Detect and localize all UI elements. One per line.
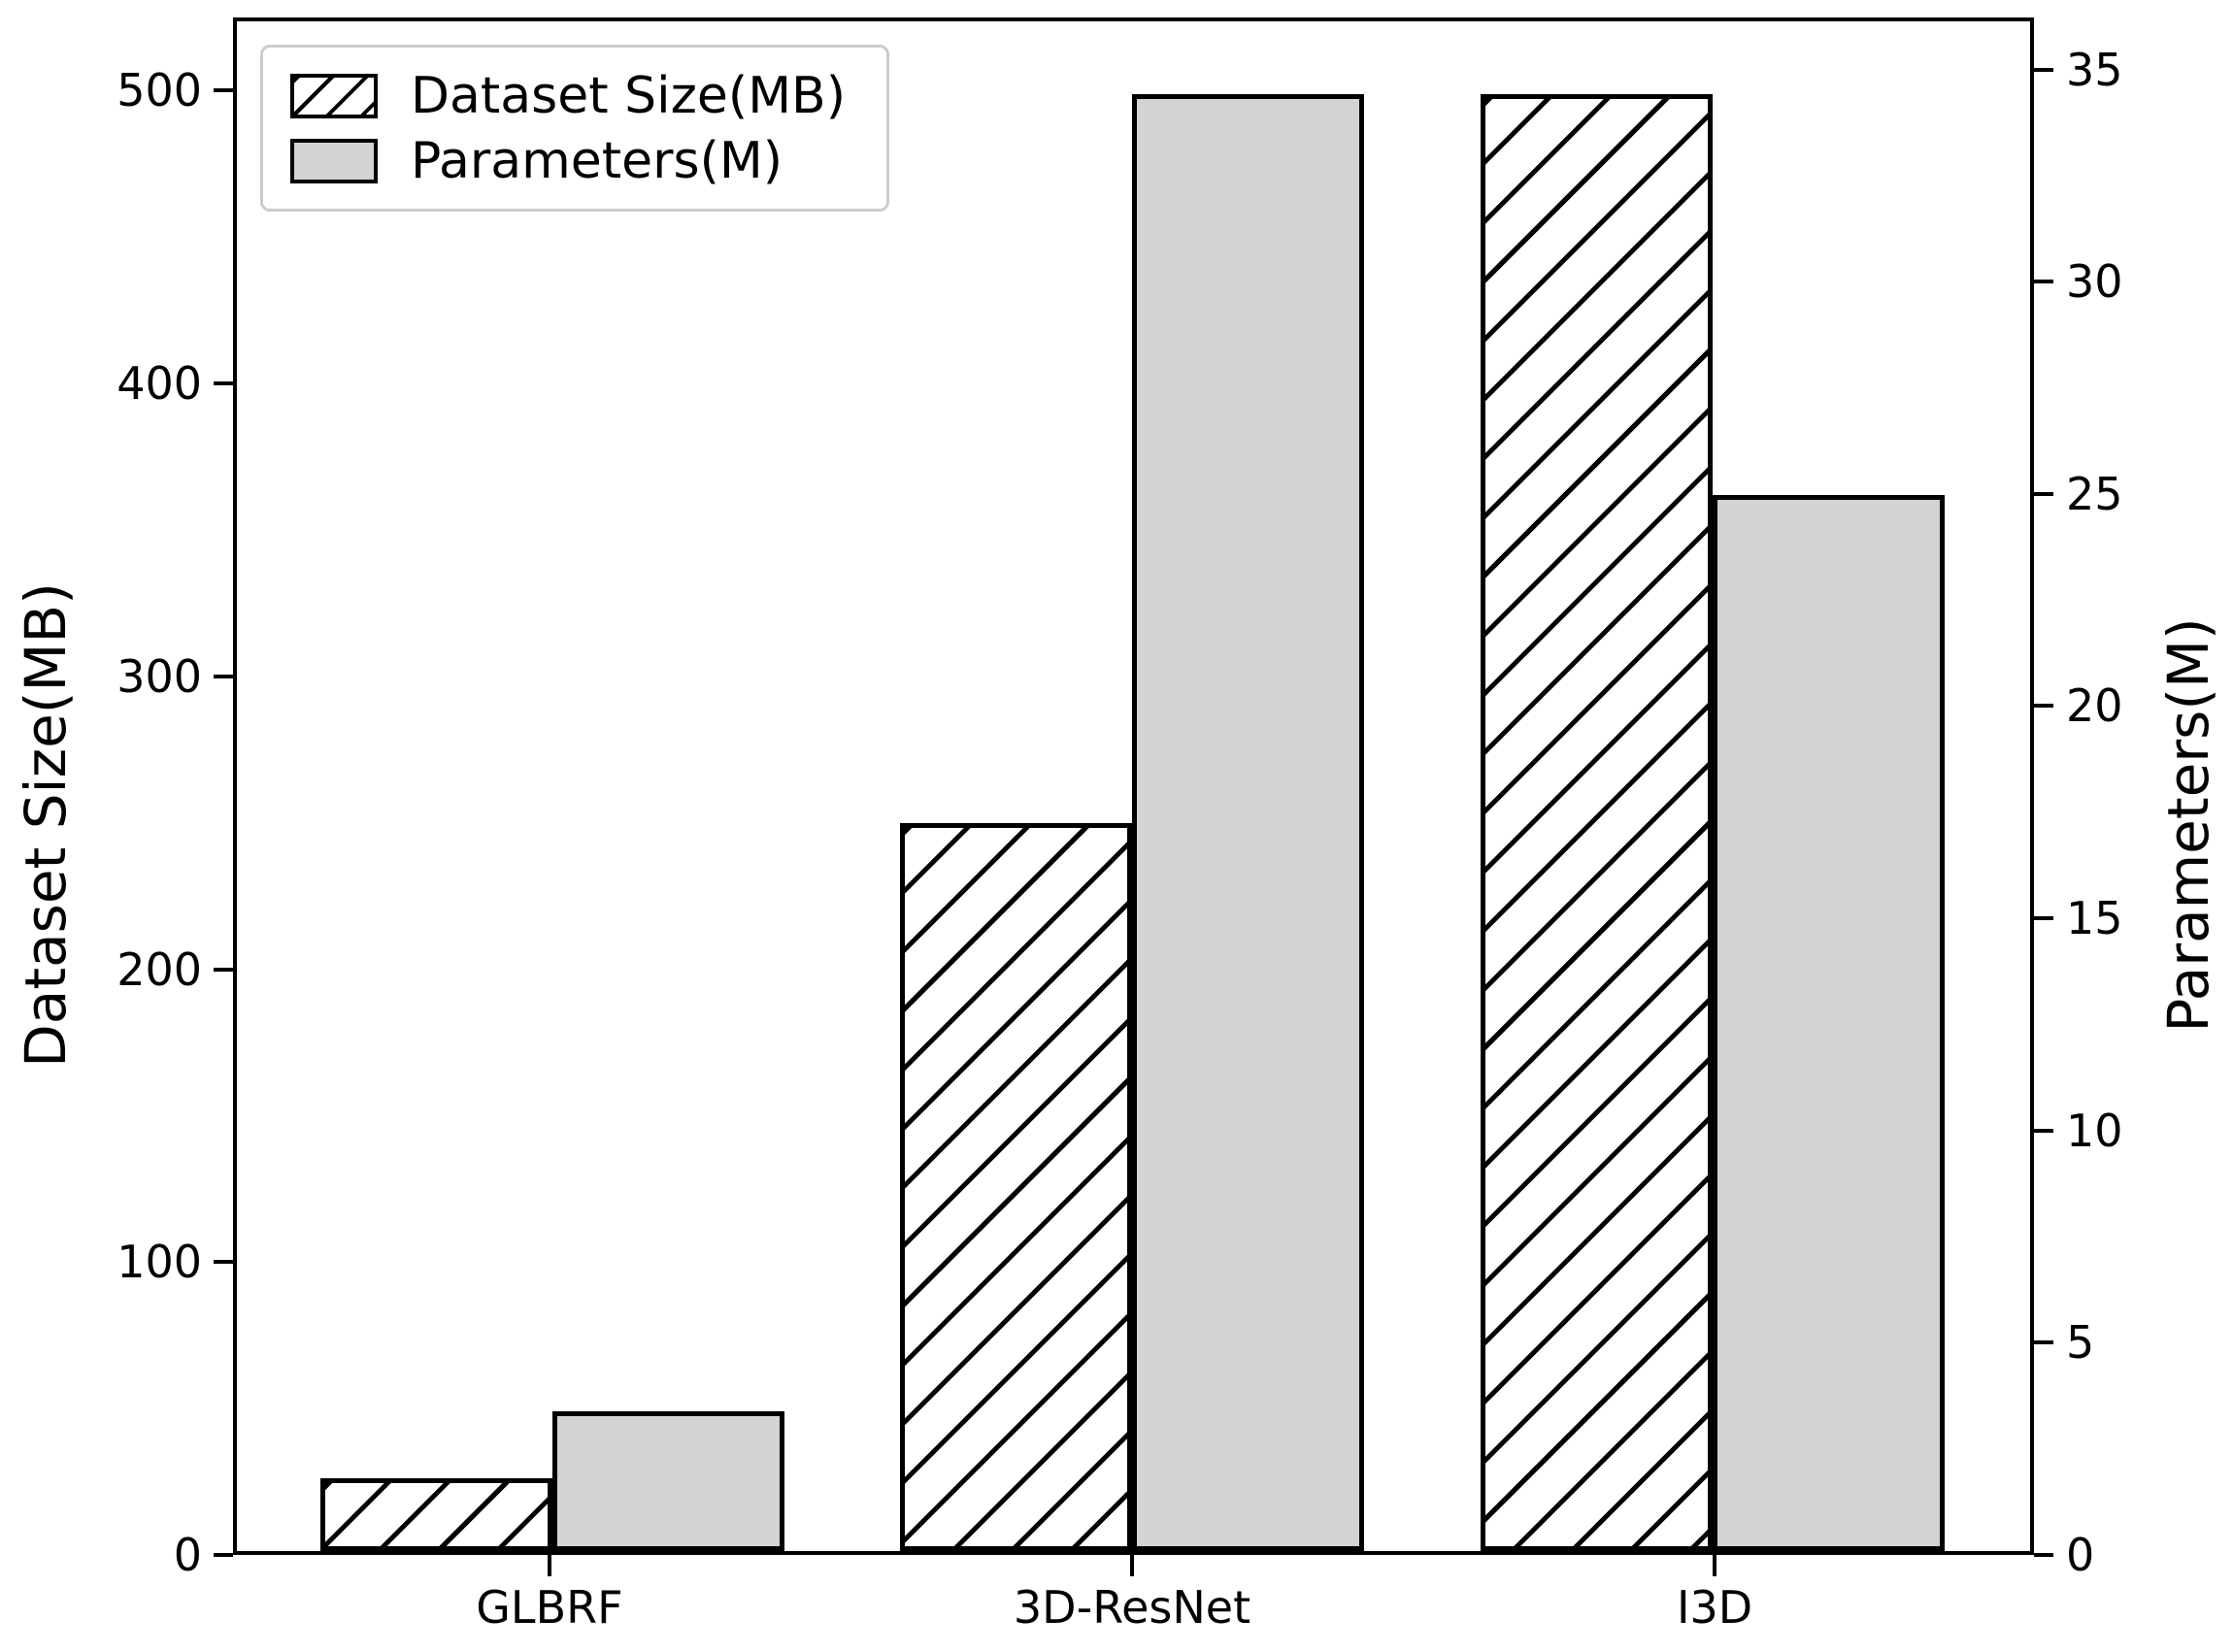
bar-parameters-m-glbrf — [551, 1411, 784, 1551]
legend-swatch-hatched-icon — [290, 73, 378, 118]
left-axis-tick-label: 200 — [117, 942, 202, 996]
legend-item-parameters: Parameters(M) — [290, 134, 859, 188]
bar-dataset-size-mb-glbrf — [319, 1477, 552, 1551]
left-axis-tick — [214, 674, 233, 678]
right-axis-tick-label: 0 — [2066, 1529, 2095, 1581]
right-axis-tick — [2034, 1553, 2053, 1557]
right-axis-tick-label: 35 — [2066, 43, 2123, 96]
x-axis-tick-label-3d-resnet: 3D-ResNet — [1013, 1581, 1251, 1634]
left-axis-tick-label: 300 — [117, 649, 202, 703]
bar-parameters-m-3d-resnet — [1132, 94, 1365, 1551]
right-axis-tick — [2034, 491, 2053, 496]
x-axis-tick-label-i3d: I3D — [1676, 1581, 1753, 1634]
bar-parameters-m-i3d — [1712, 495, 1945, 1551]
right-axis-tick-label: 10 — [2066, 1104, 2123, 1157]
right-axis-tick-label: 20 — [2066, 679, 2123, 733]
left-axis-tick-label: 500 — [117, 64, 202, 117]
x-axis-tick-label-glbrf: GLBRF — [476, 1581, 623, 1634]
left-axis-tick — [214, 88, 233, 93]
right-axis-tick — [2034, 1340, 2053, 1345]
left-axis-tick — [214, 1260, 233, 1265]
right-axis-tick — [2034, 1128, 2053, 1133]
left-axis-tick — [214, 381, 233, 386]
legend-swatch-gray-icon — [290, 138, 378, 183]
right-axis-tick-label: 5 — [2066, 1316, 2095, 1370]
right-axis-tick — [2034, 704, 2053, 709]
right-axis-tick — [2034, 280, 2053, 284]
legend-item-dataset-size: Dataset Size(MB) — [290, 69, 859, 123]
left-axis-tick — [214, 1553, 233, 1557]
x-axis-tick — [1130, 1555, 1135, 1576]
legend-label-parameters: Parameters(M) — [411, 131, 783, 190]
x-axis-tick — [547, 1555, 551, 1576]
plot-area — [233, 17, 2034, 1555]
bar-dataset-size-mb-3d-resnet — [900, 822, 1133, 1551]
right-axis-title: Parameters(M) — [2155, 617, 2221, 1033]
right-axis-tick-label: 15 — [2066, 892, 2123, 945]
legend: Dataset Size(MB) Parameters(M) — [260, 45, 889, 212]
right-axis-tick — [2034, 67, 2053, 72]
left-axis-tick-label: 100 — [117, 1236, 202, 1289]
bar-dataset-size-mb-i3d — [1480, 94, 1713, 1551]
x-axis-tick — [1713, 1555, 1717, 1576]
left-axis-tick-label: 400 — [117, 357, 202, 411]
left-axis-tick-label: 0 — [173, 1529, 202, 1581]
right-axis-tick-label: 30 — [2066, 255, 2123, 309]
right-axis-tick-label: 25 — [2066, 467, 2123, 520]
left-axis-tick — [214, 967, 233, 972]
right-axis-tick — [2034, 916, 2053, 921]
legend-label-dataset-size: Dataset Size(MB) — [411, 66, 847, 125]
